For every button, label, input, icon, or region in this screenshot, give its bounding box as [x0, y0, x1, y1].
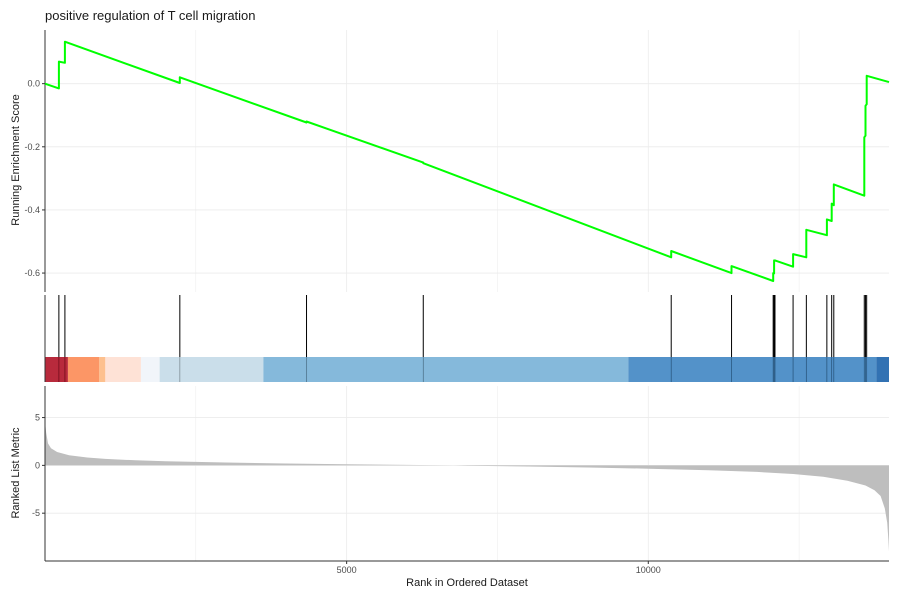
running-score-line-group — [44, 40, 890, 282]
rank-color-band — [263, 357, 629, 382]
running-score-y-tick-label: -0.2 — [24, 142, 40, 152]
gene-hits-panel — [44, 295, 889, 382]
rank-color-bands — [45, 357, 889, 382]
x-axis-tick-label: 10000 — [636, 565, 661, 575]
rank-color-band — [67, 357, 100, 382]
ranked-metric-y-ticks: 5 0 -5 — [32, 413, 45, 518]
rank-color-band — [876, 357, 889, 382]
running-score-y-label: Running Enrichment Score — [10, 94, 22, 225]
ranked-metric-area — [45, 421, 889, 552]
x-axis-tick-label: 5000 — [337, 565, 357, 575]
ranked-metric-y-label: Ranked List Metric — [10, 427, 22, 519]
x-axis-ticks: 5000 10000 — [337, 561, 661, 575]
running-score-y-ticks: 0.0 -0.2 -0.4 -0.6 — [24, 79, 45, 278]
ranked-metric-axes — [44, 386, 889, 562]
running-score-panel: 0.0 -0.2 -0.4 -0.6 Running Enrichment Score — [10, 30, 890, 292]
ranked-metric-area-group — [45, 421, 889, 552]
rank-color-band — [159, 357, 264, 382]
ranked-metric-y-tick-label: 5 — [35, 413, 40, 423]
rank-color-band — [45, 357, 68, 382]
running-score-line — [44, 40, 890, 282]
x-axis-label: Rank in Ordered Dataset — [406, 577, 528, 589]
ranked-metric-panel: 5 0 -5 5000 10000 Ranked List Metric Rank i… — [10, 386, 889, 589]
ranked-metric-y-tick-label: 0 — [35, 460, 40, 470]
ranked-metric-y-tick-label: -5 — [32, 508, 40, 518]
chart-title: positive regulation of T cell migration — [45, 8, 256, 23]
running-score-y-tick-label: -0.6 — [24, 268, 40, 278]
ranked-metric-gridlines — [45, 386, 889, 561]
rank-color-band — [628, 357, 877, 382]
rank-color-band — [140, 357, 160, 382]
rank-color-band — [99, 357, 106, 382]
running-score-y-tick-label: 0.0 — [27, 79, 40, 89]
running-score-gridlines — [45, 30, 889, 292]
rank-color-band — [105, 357, 141, 382]
running-score-y-tick-label: -0.4 — [24, 205, 40, 215]
